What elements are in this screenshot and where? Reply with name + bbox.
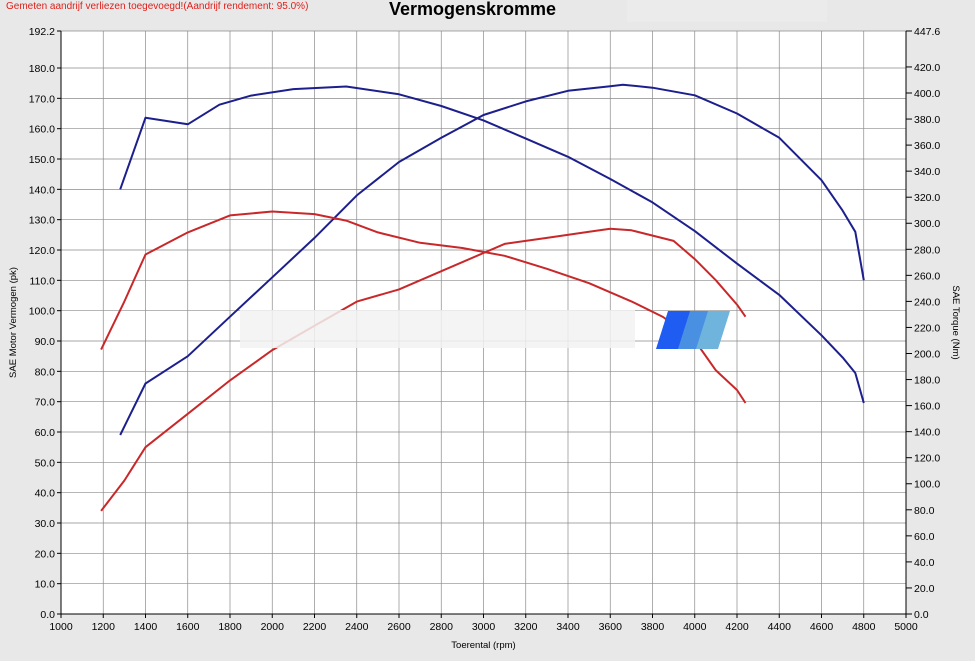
right-y-tick-label: 120.0 (914, 453, 940, 465)
left-y-tick-label: 50.0 (35, 457, 56, 469)
x-tick-label: 1600 (176, 621, 200, 633)
left-y-tick-label: 150.0 (29, 154, 55, 166)
left-y-tick-label: 40.0 (35, 488, 56, 500)
right-y-tick-label: 100.0 (914, 479, 940, 491)
right-y-tick-label: 240.0 (914, 296, 940, 308)
left-y-tick-label: 180.0 (29, 63, 55, 75)
left-y-tick-label: 170.0 (29, 93, 55, 105)
left-y-tick-label: 10.0 (35, 579, 56, 591)
right-y-tick-label: 40.0 (914, 557, 935, 569)
right-y-tick-label: 300.0 (914, 218, 940, 230)
left-y-tick-label: 20.0 (35, 548, 56, 560)
x-tick-label: 4800 (852, 621, 876, 633)
watermark-text-band (240, 310, 635, 348)
right-y-tick-label: 360.0 (914, 140, 940, 152)
right-y-tick-label: 380.0 (914, 114, 940, 126)
x-tick-label: 4000 (683, 621, 707, 633)
right-y-tick-label: 260.0 (914, 270, 940, 282)
left-y-tick-label: 70.0 (35, 397, 56, 409)
right-y-tick-label: 20.0 (914, 583, 935, 595)
right-y-tick-label: 220.0 (914, 322, 940, 334)
left-y-tick-label: 80.0 (35, 366, 56, 378)
series-line-blue-left (119, 83, 865, 436)
x-tick-label: 4200 (725, 621, 749, 633)
left-y-tick-label: 110.0 (30, 275, 56, 287)
logo-stripe-2 (678, 311, 712, 349)
x-tick-label: 1800 (218, 621, 242, 633)
left-y-axis-title: SAE Motor Vermogen (pk) (8, 267, 19, 378)
x-tick-label: 3400 (556, 621, 580, 633)
x-tick-label: 4400 (768, 621, 792, 633)
axes: 1000 1200 1400 1600 1800 2000 2200 2400 2600 2800… (29, 26, 941, 633)
left-y-tick-label: 30.0 (35, 518, 56, 530)
right-y-tick-label: 140.0 (914, 427, 940, 439)
x-tick-label: 4600 (810, 621, 834, 633)
x-tick-label: 2000 (261, 621, 285, 633)
x-tick-label: 2600 (387, 621, 411, 633)
x-tick-label: 3000 (472, 621, 496, 633)
right-y-tick-label: 340.0 (914, 166, 940, 178)
left-y-tick-label: 130.0 (29, 215, 55, 227)
series-line-red-left (100, 227, 747, 512)
left-y-tick-label: 100.0 (29, 306, 55, 318)
chart-title: Vermogenskromme (389, 0, 557, 19)
right-y-tick-label: 320.0 (914, 192, 940, 204)
right-y-axis-title: SAE Torque (Nm) (950, 285, 961, 359)
left-y-tick-label: 0.0 (40, 609, 55, 621)
watermark-logo (240, 310, 730, 349)
left-y-tick-label: 90.0 (35, 336, 56, 348)
x-tick-label: 1200 (92, 621, 116, 633)
left-y-tick-label: 60.0 (35, 427, 56, 439)
left-y-tick-label: 140.0 (29, 184, 55, 196)
drivetrain-loss-warning: Gemeten aandrijf verliezen toegevoegd!(A… (6, 1, 309, 12)
right-y-tick-label: 447.6 (914, 26, 940, 38)
right-y-tick-label: 200.0 (914, 348, 940, 360)
left-y-tick-label: 192.2 (29, 26, 55, 38)
x-tick-label: 3200 (514, 621, 538, 633)
grid (60, 30, 907, 615)
right-y-tick-label: 60.0 (914, 531, 935, 543)
x-tick-label: 3600 (599, 621, 623, 633)
title-panel (627, 0, 827, 22)
x-tick-label: 2400 (345, 621, 369, 633)
logo-stripe-3 (696, 311, 730, 349)
x-tick-label: 2800 (430, 621, 454, 633)
x-tick-label: 1000 (49, 621, 73, 633)
x-tick-label: 5000 (894, 621, 918, 633)
series-line-blue-right (119, 85, 865, 404)
right-y-tick-label: 400.0 (914, 88, 940, 100)
right-y-tick-label: 420.0 (914, 62, 940, 74)
right-y-tick-label: 280.0 (914, 244, 940, 256)
left-y-tick-label: 120.0 (29, 245, 55, 257)
x-axis-title: Toerental (rpm) (451, 640, 515, 651)
left-y-tick-label: 160.0 (29, 124, 55, 136)
x-tick-label: 1400 (134, 621, 158, 633)
right-y-tick-label: 80.0 (914, 505, 935, 517)
x-tick-label: 3800 (641, 621, 665, 633)
x-tick-label: 2200 (303, 621, 327, 633)
right-y-tick-label: 0.0 (914, 609, 929, 621)
right-y-tick-label: 160.0 (914, 401, 940, 413)
right-y-tick-label: 180.0 (914, 375, 940, 387)
